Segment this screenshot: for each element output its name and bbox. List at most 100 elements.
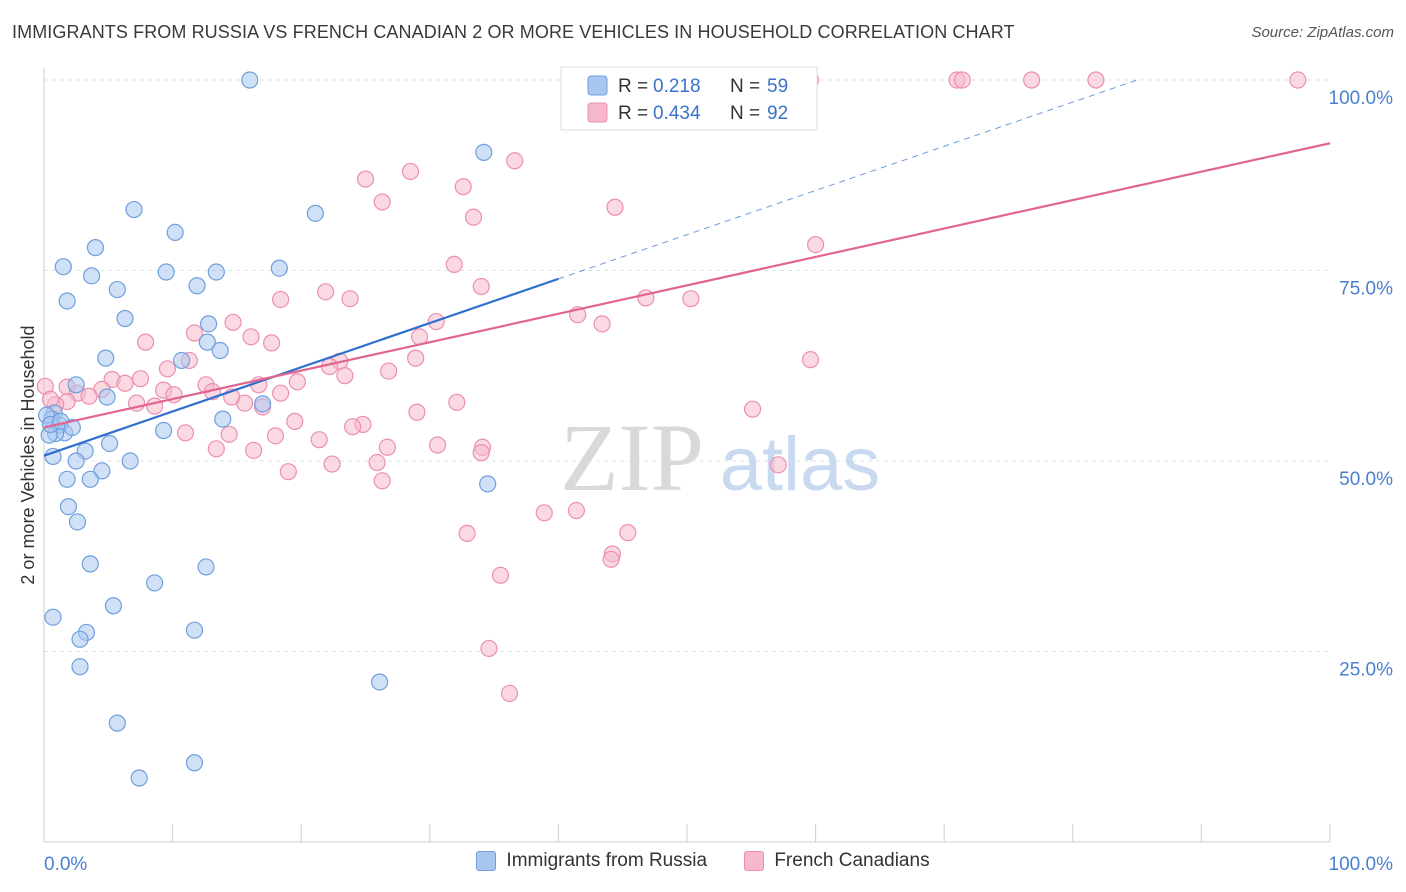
legend-n-label-blue: N = [730, 76, 760, 97]
point-immigrants-from-russia [214, 410, 232, 428]
chart-title: IMMIGRANTS FROM RUSSIA VS FRENCH CANADIA… [12, 22, 1015, 42]
point-french-canadians [242, 328, 260, 346]
point-immigrants-from-russia [68, 513, 87, 531]
legend-r-label-blue: R = [618, 76, 648, 97]
point-french-canadians [185, 324, 204, 342]
point-french-canadians [472, 277, 490, 296]
point-french-canadians [336, 367, 354, 385]
legend-item-french-canadians[interactable]: French Canadians [744, 850, 930, 872]
point-french-canadians [593, 315, 611, 333]
point-immigrants-from-russia [81, 470, 99, 488]
legend-r-value-blue: 0.218 [653, 76, 701, 97]
trend-line-french-canadians [43, 142, 1331, 429]
point-french-canadians [1289, 71, 1307, 89]
point-immigrants-from-russia [116, 309, 134, 328]
point-french-canadians [769, 456, 787, 474]
point-immigrants-from-russia [173, 351, 191, 370]
point-immigrants-from-russia [188, 277, 206, 295]
legend-r-label-pink: R = [618, 103, 648, 124]
point-immigrants-from-russia [54, 258, 72, 276]
legend-item-russia[interactable]: Immigrants from Russia [476, 850, 707, 872]
x-tick-label-max: 100.0% [1329, 854, 1394, 875]
point-immigrants-from-russia [100, 434, 119, 453]
point-french-canadians [220, 425, 238, 443]
point-french-canadians [80, 387, 98, 405]
point-french-canadians [272, 290, 290, 309]
point-immigrants-from-russia [58, 292, 76, 310]
trend-line-russia [43, 277, 559, 457]
point-immigrants-from-russia [198, 333, 216, 351]
point-french-canadians [480, 639, 498, 658]
point-immigrants-from-russia [479, 475, 497, 493]
point-immigrants-from-russia [58, 470, 76, 488]
point-french-canadians [1087, 71, 1105, 89]
point-french-canadians [373, 472, 391, 490]
point-french-canadians [567, 501, 586, 520]
point-immigrants-from-russia [108, 714, 126, 732]
data-points [36, 71, 1307, 787]
x-tick-label-min: 0.0% [44, 854, 87, 875]
watermark-zip: ZIP [560, 404, 704, 511]
stats-legend: R = 0.218 N = 59 R = 0.434 N = 92 [560, 66, 818, 131]
point-immigrants-from-russia [44, 608, 62, 626]
point-french-canadians [408, 403, 426, 421]
point-french-canadians [619, 524, 637, 542]
legend-label-french-canadians: French Canadians [774, 850, 930, 871]
point-immigrants-from-russia [185, 621, 204, 639]
point-french-canadians [445, 255, 463, 274]
grid-lines [44, 79, 1330, 652]
point-immigrants-from-russia [71, 658, 89, 676]
axes: 25.0% 50.0% 75.0% 100.0% [43, 68, 1394, 843]
point-french-canadians [368, 453, 386, 472]
point-immigrants-from-russia [475, 143, 493, 161]
legend-label-russia: Immigrants from Russia [506, 850, 708, 871]
trend-line-russia-extension [558, 79, 1138, 280]
point-immigrants-from-russia [254, 395, 272, 413]
point-immigrants-from-russia [130, 769, 148, 787]
point-immigrants-from-russia [63, 418, 81, 437]
point-french-canadians [272, 384, 290, 402]
point-immigrants-from-russia [108, 280, 126, 299]
point-immigrants-from-russia [306, 204, 324, 222]
point-french-canadians [500, 684, 519, 703]
point-french-canadians [288, 373, 306, 391]
point-french-canadians [224, 313, 242, 331]
point-french-canadians [356, 170, 375, 188]
point-french-canadians [136, 333, 155, 351]
point-immigrants-from-russia [241, 71, 259, 89]
point-french-canadians [682, 290, 700, 308]
point-immigrants-from-russia [59, 498, 78, 516]
point-immigrants-from-russia [145, 574, 164, 592]
y-tick-label: 75.0% [1339, 279, 1393, 300]
point-french-canadians [1023, 71, 1041, 89]
point-immigrants-from-russia [121, 452, 139, 470]
point-immigrants-from-russia [104, 597, 123, 615]
point-french-canadians [458, 524, 476, 542]
point-french-canadians [266, 427, 285, 445]
point-immigrants-from-russia [207, 263, 225, 281]
point-french-canadians [454, 178, 472, 196]
point-immigrants-from-russia [67, 452, 85, 470]
point-immigrants-from-russia [270, 259, 288, 277]
point-french-canadians [323, 455, 341, 473]
y-tick-label: 100.0% [1329, 88, 1394, 109]
point-immigrants-from-russia [97, 349, 115, 367]
point-french-canadians [245, 441, 263, 459]
point-immigrants-from-russia [67, 376, 85, 394]
point-immigrants-from-russia [93, 462, 111, 480]
point-immigrants-from-russia [82, 267, 101, 285]
point-french-canadians [472, 444, 490, 462]
point-french-canadians [535, 504, 553, 522]
legend-swatch-pink [587, 102, 608, 123]
point-french-canadians [378, 438, 396, 456]
point-french-canadians [207, 440, 225, 458]
point-french-canadians [344, 418, 362, 436]
point-french-canadians [279, 463, 297, 481]
y-axis-label: 2 or more Vehicles in Household [18, 325, 38, 584]
point-french-canadians [286, 412, 304, 430]
point-french-canadians [743, 400, 762, 418]
point-french-canadians [263, 334, 281, 352]
trend-lines [43, 79, 1331, 457]
point-french-canadians [491, 566, 510, 584]
legend-n-value-pink: 92 [767, 103, 788, 124]
